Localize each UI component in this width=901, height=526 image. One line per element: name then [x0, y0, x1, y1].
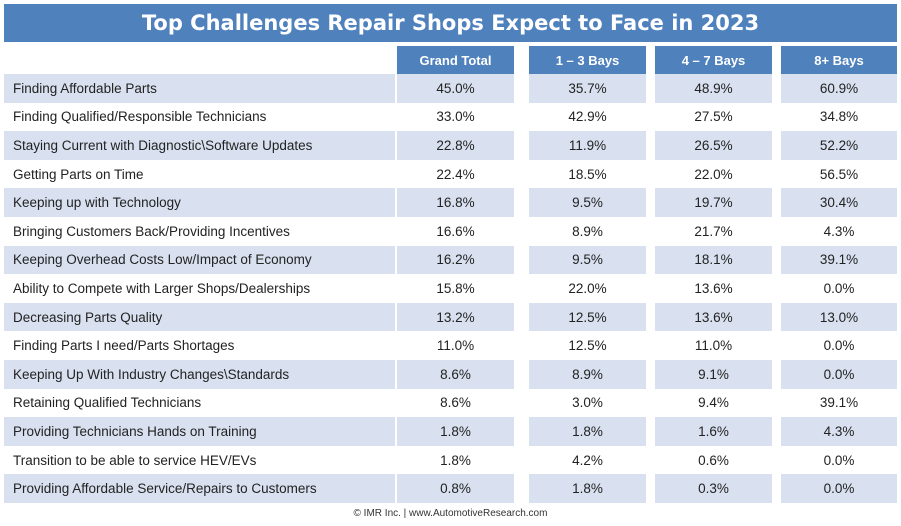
- row-label: Providing Affordable Service/Repairs to …: [4, 474, 395, 503]
- cell-grand-total: 8.6%: [397, 360, 514, 389]
- row-label: Keeping Up With Industry Changes\Standar…: [4, 360, 395, 389]
- row-label: Ability to Compete with Larger Shops/Dea…: [4, 274, 395, 303]
- cell-1-3-bays: 8.9%: [529, 360, 646, 389]
- cell-grand-total: 16.8%: [397, 188, 514, 217]
- row-label: Keeping Overhead Costs Low/Impact of Eco…: [4, 245, 395, 275]
- cell-grand-total: 22.8%: [397, 131, 514, 160]
- cell-4-7-bays: 48.9%: [655, 74, 772, 103]
- cell-8-plus-bays: 34.8%: [781, 102, 897, 132]
- cell-4-7-bays: 26.5%: [655, 131, 772, 160]
- column-header-4-7-bays: 4 – 7 Bays: [655, 46, 772, 75]
- cell-4-7-bays: 13.6%: [655, 274, 772, 303]
- cell-8-plus-bays: 0.0%: [781, 445, 897, 475]
- cell-1-3-bays: 9.5%: [529, 188, 646, 217]
- cell-grand-total: 22.4%: [397, 159, 514, 189]
- cell-8-plus-bays: 0.0%: [781, 331, 897, 360]
- row-label: Getting Parts on Time: [4, 159, 395, 189]
- cell-8-plus-bays: 0.0%: [781, 360, 897, 389]
- cell-1-3-bays: 18.5%: [529, 159, 646, 189]
- row-label: Finding Parts I need/Parts Shortages: [4, 331, 395, 360]
- cell-grand-total: 0.8%: [397, 474, 514, 503]
- cell-grand-total: 15.8%: [397, 274, 514, 303]
- column-header-8-plus-bays: 8+ Bays: [781, 46, 897, 75]
- cell-8-plus-bays: 39.1%: [781, 245, 897, 275]
- cell-8-plus-bays: 0.0%: [781, 474, 897, 503]
- cell-8-plus-bays: 60.9%: [781, 74, 897, 103]
- row-label: Keeping up with Technology: [4, 188, 395, 217]
- cell-4-7-bays: 27.5%: [655, 102, 772, 132]
- row-label: Finding Qualified/Responsible Technician…: [4, 102, 395, 132]
- cell-4-7-bays: 0.6%: [655, 445, 772, 475]
- row-label: Bringing Customers Back/Providing Incent…: [4, 217, 395, 246]
- cell-4-7-bays: 9.1%: [655, 360, 772, 389]
- row-label: Finding Affordable Parts: [4, 74, 395, 103]
- row-label: Retaining Qualified Technicians: [4, 388, 395, 418]
- chart-title: Top Challenges Repair Shops Expect to Fa…: [4, 4, 897, 42]
- cell-grand-total: 1.8%: [397, 417, 514, 446]
- cell-1-3-bays: 12.5%: [529, 331, 646, 360]
- cell-4-7-bays: 9.4%: [655, 388, 772, 418]
- column-header-1-3-bays: 1 – 3 Bays: [529, 46, 646, 75]
- cell-4-7-bays: 0.3%: [655, 474, 772, 503]
- cell-grand-total: 45.0%: [397, 74, 514, 103]
- cell-grand-total: 33.0%: [397, 102, 514, 132]
- cell-8-plus-bays: 56.5%: [781, 159, 897, 189]
- cell-8-plus-bays: 4.3%: [781, 417, 897, 446]
- cell-1-3-bays: 35.7%: [529, 74, 646, 103]
- cell-4-7-bays: 1.6%: [655, 417, 772, 446]
- cell-1-3-bays: 11.9%: [529, 131, 646, 160]
- cell-4-7-bays: 21.7%: [655, 217, 772, 246]
- cell-8-plus-bays: 13.0%: [781, 302, 897, 332]
- row-label: Decreasing Parts Quality: [4, 302, 395, 332]
- cell-grand-total: 13.2%: [397, 302, 514, 332]
- cell-4-7-bays: 13.6%: [655, 302, 772, 332]
- cell-1-3-bays: 3.0%: [529, 388, 646, 418]
- cell-1-3-bays: 9.5%: [529, 245, 646, 275]
- cell-8-plus-bays: 39.1%: [781, 388, 897, 418]
- cell-8-plus-bays: 4.3%: [781, 217, 897, 246]
- cell-8-plus-bays: 30.4%: [781, 188, 897, 217]
- cell-1-3-bays: 1.8%: [529, 417, 646, 446]
- cell-4-7-bays: 11.0%: [655, 331, 772, 360]
- cell-grand-total: 16.6%: [397, 217, 514, 246]
- cell-4-7-bays: 18.1%: [655, 245, 772, 275]
- cell-1-3-bays: 12.5%: [529, 302, 646, 332]
- cell-4-7-bays: 19.7%: [655, 188, 772, 217]
- column-header-grand-total: Grand Total: [397, 46, 514, 75]
- cell-1-3-bays: 42.9%: [529, 102, 646, 132]
- cell-4-7-bays: 22.0%: [655, 159, 772, 189]
- cell-1-3-bays: 8.9%: [529, 217, 646, 246]
- cell-1-3-bays: 4.2%: [529, 445, 646, 475]
- cell-grand-total: 11.0%: [397, 331, 514, 360]
- cell-8-plus-bays: 0.0%: [781, 274, 897, 303]
- footer-credit: © IMR Inc. | www.AutomotiveResearch.com: [353, 508, 548, 519]
- row-label: Staying Current with Diagnostic\Software…: [4, 131, 395, 160]
- cell-8-plus-bays: 52.2%: [781, 131, 897, 160]
- cell-grand-total: 1.8%: [397, 445, 514, 475]
- cell-1-3-bays: 22.0%: [529, 274, 646, 303]
- cell-grand-total: 16.2%: [397, 245, 514, 275]
- cell-1-3-bays: 1.8%: [529, 474, 646, 503]
- row-label: Transition to be able to service HEV/EVs: [4, 445, 395, 475]
- row-label: Providing Technicians Hands on Training: [4, 417, 395, 446]
- cell-grand-total: 8.6%: [397, 388, 514, 418]
